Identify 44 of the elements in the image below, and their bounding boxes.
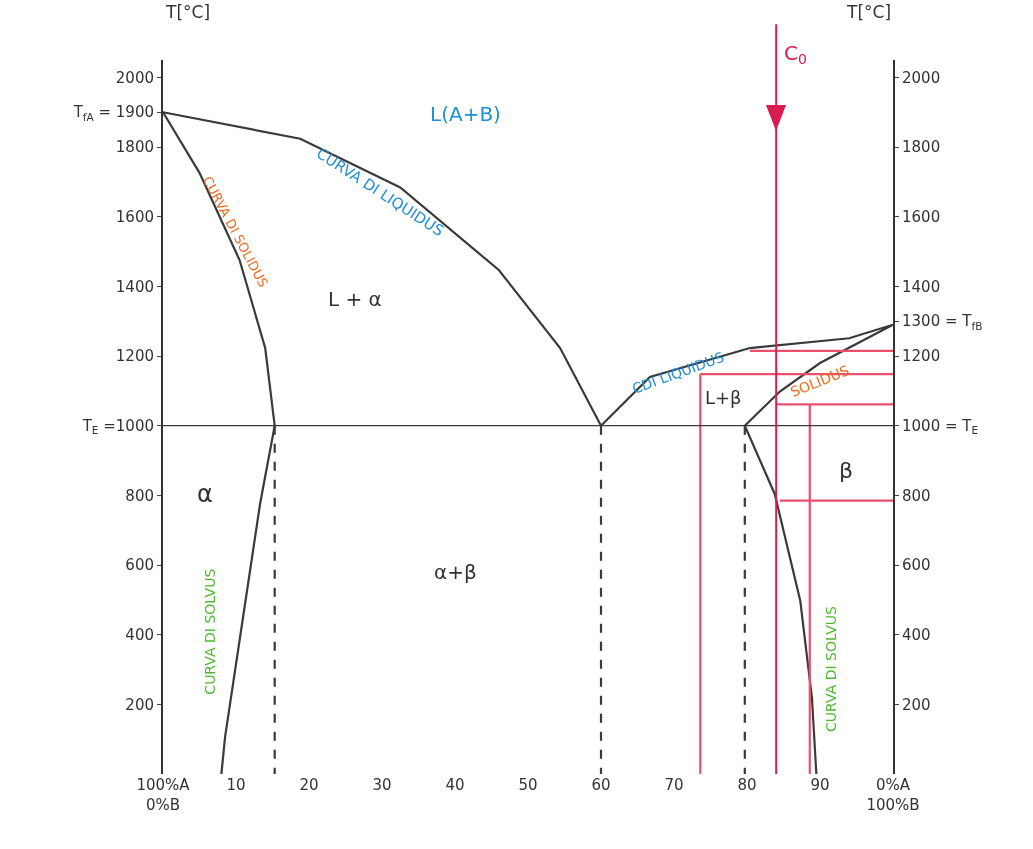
annotation: CURVA DI SOLVUS bbox=[822, 605, 839, 732]
y-tick-label: 1400 bbox=[115, 277, 154, 296]
y2-tick-label: 600 bbox=[902, 556, 931, 575]
annotation: α bbox=[197, 480, 213, 508]
annotation: CURVA DI SOLVUS bbox=[202, 568, 219, 695]
x-tick-label: 90 bbox=[810, 776, 830, 794]
y2-tick-label: 1000 = T$_{E}$ bbox=[902, 416, 979, 437]
annotation: β bbox=[839, 458, 854, 483]
x-tick-label: 0%A 100%B bbox=[866, 776, 920, 814]
y2-tick-label: 2000 bbox=[902, 68, 941, 87]
y2-tick-label: 800 bbox=[902, 486, 931, 505]
x-tick-label: 50 bbox=[518, 776, 538, 794]
y-tick-label: T$_{fA}$ = 1900 bbox=[72, 103, 154, 123]
annotation: L+β bbox=[705, 387, 742, 408]
x-tick-label: 20 bbox=[299, 776, 319, 794]
x-tick-label: 30 bbox=[372, 776, 392, 794]
x-tick-label: 10 bbox=[226, 776, 246, 794]
x-tick-label: 60 bbox=[591, 776, 611, 794]
ref-line-label: C$_{0}$ bbox=[784, 41, 807, 68]
annotation: L + α bbox=[328, 287, 382, 311]
y2-axis-title: T[°C] bbox=[846, 2, 892, 22]
x-tick-label: 100%A 0%B bbox=[136, 776, 191, 814]
y-tick-label: 400 bbox=[125, 625, 154, 644]
y-axis-title: T[°C] bbox=[165, 2, 211, 22]
y-tick-label: 1800 bbox=[115, 138, 154, 157]
y2-tick-label: 400 bbox=[902, 625, 931, 644]
y2-tick-label: 1300 = T$_{fB}$ bbox=[902, 312, 983, 332]
y2-tick-label: 1600 bbox=[902, 207, 941, 226]
y-tick-label: 1600 bbox=[115, 207, 154, 226]
y2-tick-label: 1200 bbox=[902, 347, 941, 366]
y-tick-label: 1200 bbox=[115, 347, 154, 366]
x-tick-label: 40 bbox=[445, 776, 465, 794]
x-tick-label: 70 bbox=[664, 776, 684, 794]
y-tick-label: 600 bbox=[125, 556, 154, 575]
y-tick-label: 200 bbox=[125, 695, 154, 714]
y-tick-label: 800 bbox=[125, 486, 154, 505]
y2-tick-label: 1800 bbox=[902, 138, 941, 157]
annotation: α+β bbox=[434, 560, 477, 584]
x-tick-label: 80 bbox=[737, 776, 757, 794]
y-tick-label: T$_{E}$ =1000 bbox=[81, 416, 154, 437]
annotation: L(A+B) bbox=[430, 102, 501, 126]
y2-tick-label: 200 bbox=[902, 695, 931, 714]
y2-tick-label: 1400 bbox=[902, 277, 941, 296]
y-tick-label: 2000 bbox=[115, 68, 154, 87]
